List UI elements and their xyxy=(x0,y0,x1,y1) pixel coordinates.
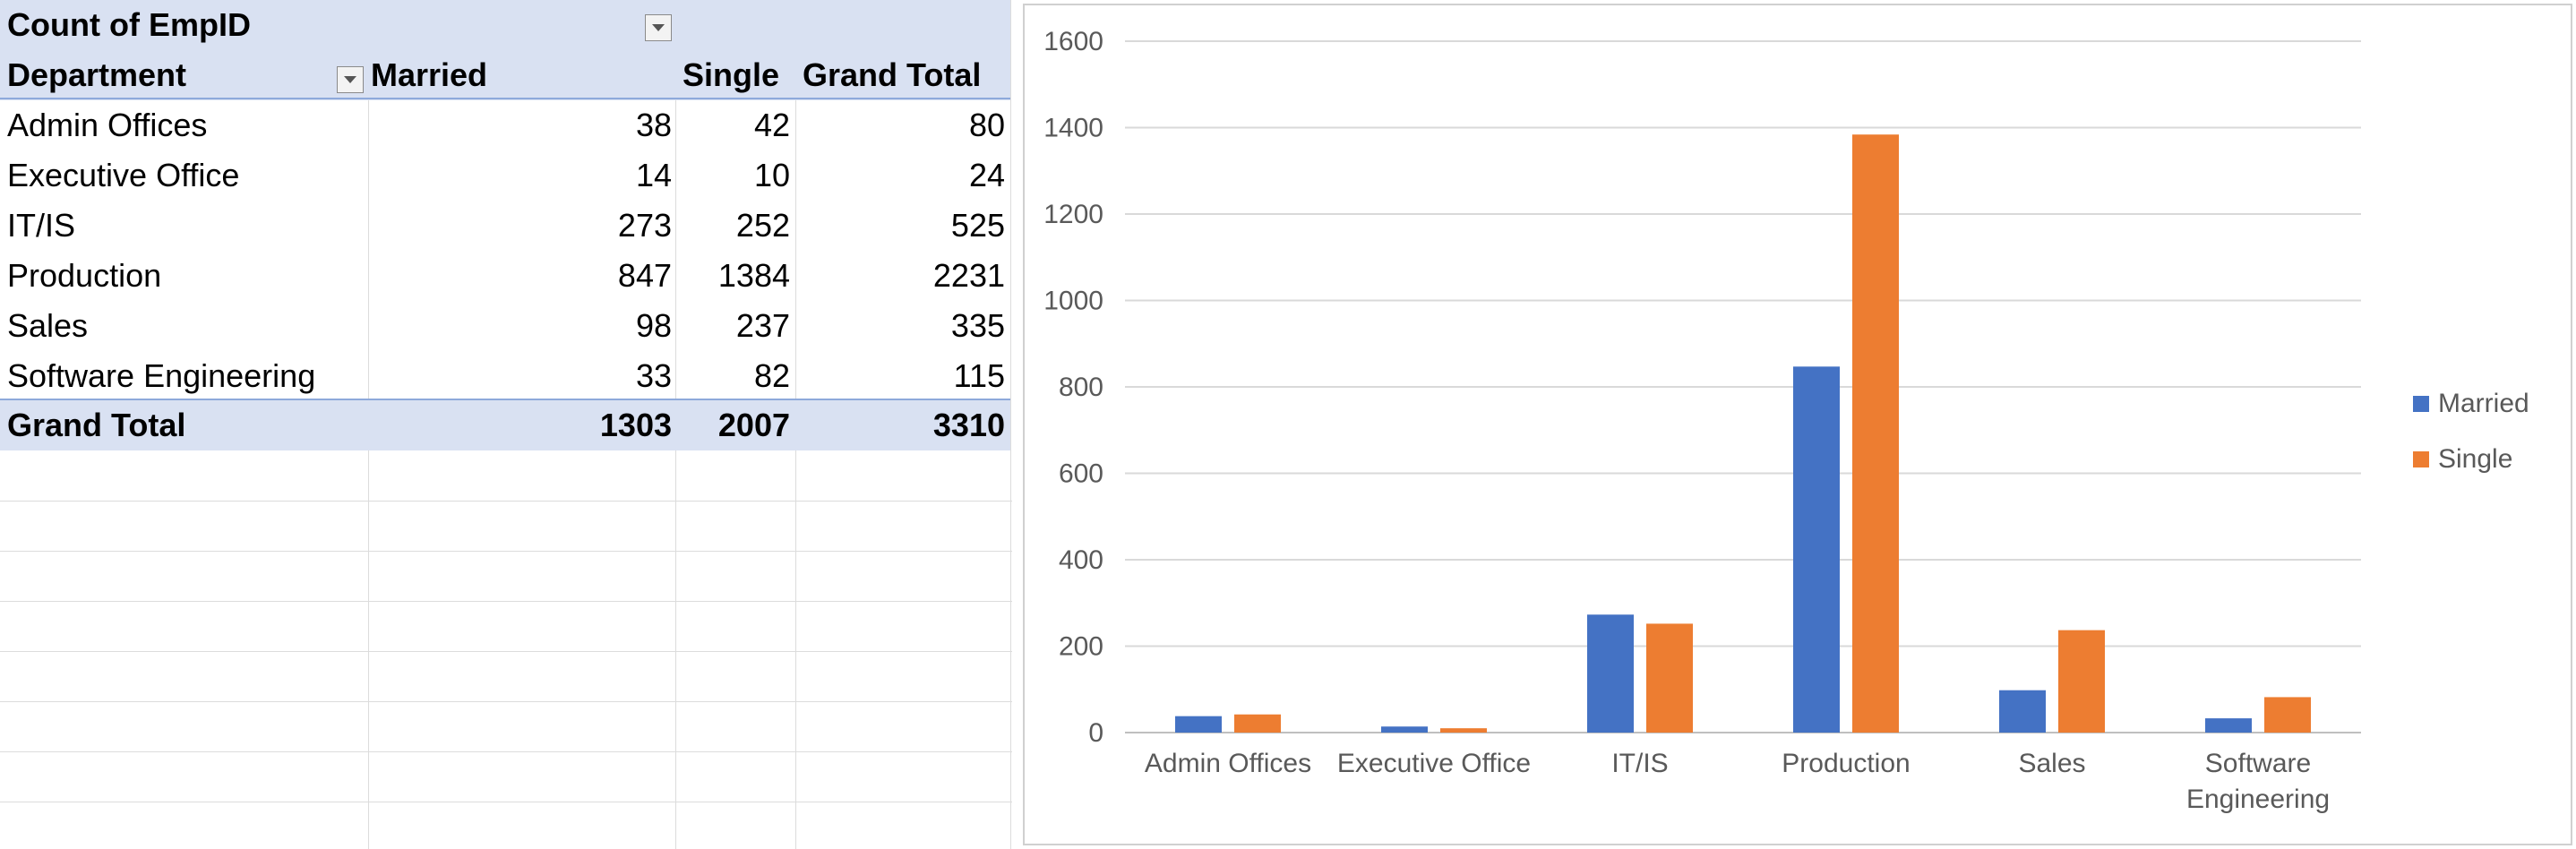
pivot-title: Count of EmpID xyxy=(7,6,251,43)
single-count: 82 xyxy=(753,357,790,394)
col-header-married: Married xyxy=(371,56,488,93)
x-tick-label: Software xyxy=(2205,749,2311,778)
department-name: IT/IS xyxy=(7,207,76,244)
row-header-department: Department xyxy=(7,56,187,93)
col-header-grand-total: Grand Total xyxy=(803,56,982,93)
married-count: 847 xyxy=(617,257,672,294)
y-tick-label: 1600 xyxy=(1043,27,1103,56)
y-tick-label: 1000 xyxy=(1043,287,1103,316)
table-row[interactable]: Software Engineering 33 82 115 xyxy=(0,351,1010,401)
y-tick-label: 200 xyxy=(1059,632,1103,662)
grid-column-line xyxy=(1010,0,1011,849)
grand-total-married: 1303 xyxy=(599,407,672,443)
pivot-header-row: Department Married Single Grand Total xyxy=(0,50,1010,100)
legend-label-single: Single xyxy=(2438,444,2513,474)
married-count: 273 xyxy=(617,207,672,244)
grid-row-line xyxy=(0,701,1012,702)
grand-total-single: 2007 xyxy=(717,407,790,443)
row-total: 115 xyxy=(953,357,1005,394)
x-tick-label: Engineering xyxy=(2186,785,2330,814)
legend-swatch-married xyxy=(2413,396,2429,412)
bar-married xyxy=(1587,614,1634,733)
department-name: Admin Offices xyxy=(7,107,208,143)
legend-swatch-single xyxy=(2413,451,2429,467)
bar-married xyxy=(1793,366,1840,733)
single-count: 237 xyxy=(735,307,790,344)
row-total: 80 xyxy=(968,107,1005,143)
total-separator xyxy=(0,399,1010,400)
grand-total-label: Grand Total xyxy=(7,407,186,443)
single-count: 1384 xyxy=(717,257,790,294)
pivot-title-row: Count of EmpID xyxy=(0,0,1010,50)
grid-row-line xyxy=(0,601,1012,602)
chart-plot: 0 200 400 600 800 1000 1200 1400 1600 Admin Offic… xyxy=(1043,27,2361,814)
row-total: 2231 xyxy=(932,257,1005,294)
y-tick-label: 400 xyxy=(1059,545,1103,575)
married-count: 38 xyxy=(635,107,672,143)
legend-label-married: Married xyxy=(2438,389,2529,418)
bar-single xyxy=(1646,623,1693,733)
married-count: 33 xyxy=(635,357,672,394)
table-row[interactable]: IT/IS 273 252 525 xyxy=(0,201,1010,251)
grand-total-all: 3310 xyxy=(932,407,1005,443)
y-tick-label: 800 xyxy=(1059,373,1103,402)
clustered-bar-chart[interactable]: 0 200 400 600 800 1000 1200 1400 1600 Admin Offic… xyxy=(1023,4,2572,845)
table-row[interactable]: Executive Office 14 10 24 xyxy=(0,150,1010,201)
grid-row-line xyxy=(0,651,1012,652)
bar-single xyxy=(2264,697,2311,733)
col-header-single: Single xyxy=(683,56,780,93)
single-count: 42 xyxy=(753,107,790,143)
row-total: 525 xyxy=(950,207,1005,244)
table-row[interactable]: Sales 98 237 335 xyxy=(0,301,1010,351)
table-row[interactable]: Admin Offices 38 42 80 xyxy=(0,100,1010,150)
grid-row-line xyxy=(0,551,1012,552)
single-count: 252 xyxy=(735,207,790,244)
bar-married xyxy=(1381,726,1428,733)
header-separator xyxy=(0,98,1010,99)
bar-married xyxy=(1999,690,2046,733)
column-filter-dropdown-icon[interactable] xyxy=(645,14,672,41)
bar-single xyxy=(1852,134,1899,733)
x-tick-label: Executive Office xyxy=(1337,749,1531,778)
department-name: Software Engineering xyxy=(7,357,316,394)
x-tick-label: Admin Offices xyxy=(1145,749,1311,778)
y-tick-label: 0 xyxy=(1088,718,1103,748)
department-name: Executive Office xyxy=(7,157,240,193)
department-name: Sales xyxy=(7,307,89,344)
row-total: 24 xyxy=(968,157,1005,193)
grid-row-line xyxy=(0,751,1012,752)
bar-married xyxy=(1175,716,1222,733)
bar-single xyxy=(1440,728,1487,733)
bar-single xyxy=(2058,630,2105,733)
x-tick-label: Sales xyxy=(2018,749,2085,778)
row-total: 335 xyxy=(950,307,1005,344)
married-count: 14 xyxy=(635,157,672,193)
y-tick-label: 1400 xyxy=(1043,114,1103,143)
y-tick-label: 1200 xyxy=(1043,200,1103,229)
x-tick-label: Production xyxy=(1782,749,1910,778)
y-tick-label: 600 xyxy=(1059,459,1103,489)
table-row[interactable]: Production 847 1384 2231 xyxy=(0,251,1010,301)
x-tick-label: IT/IS xyxy=(1611,749,1668,778)
bar-single xyxy=(1234,714,1281,733)
grid-row-line xyxy=(0,501,1012,502)
single-count: 10 xyxy=(753,157,790,193)
bar-married xyxy=(2205,718,2252,733)
grand-total-row[interactable]: Grand Total 1303 2007 3310 xyxy=(0,400,1010,450)
row-filter-dropdown-icon[interactable] xyxy=(337,66,364,93)
married-count: 98 xyxy=(635,307,672,344)
department-name: Production xyxy=(7,257,162,294)
